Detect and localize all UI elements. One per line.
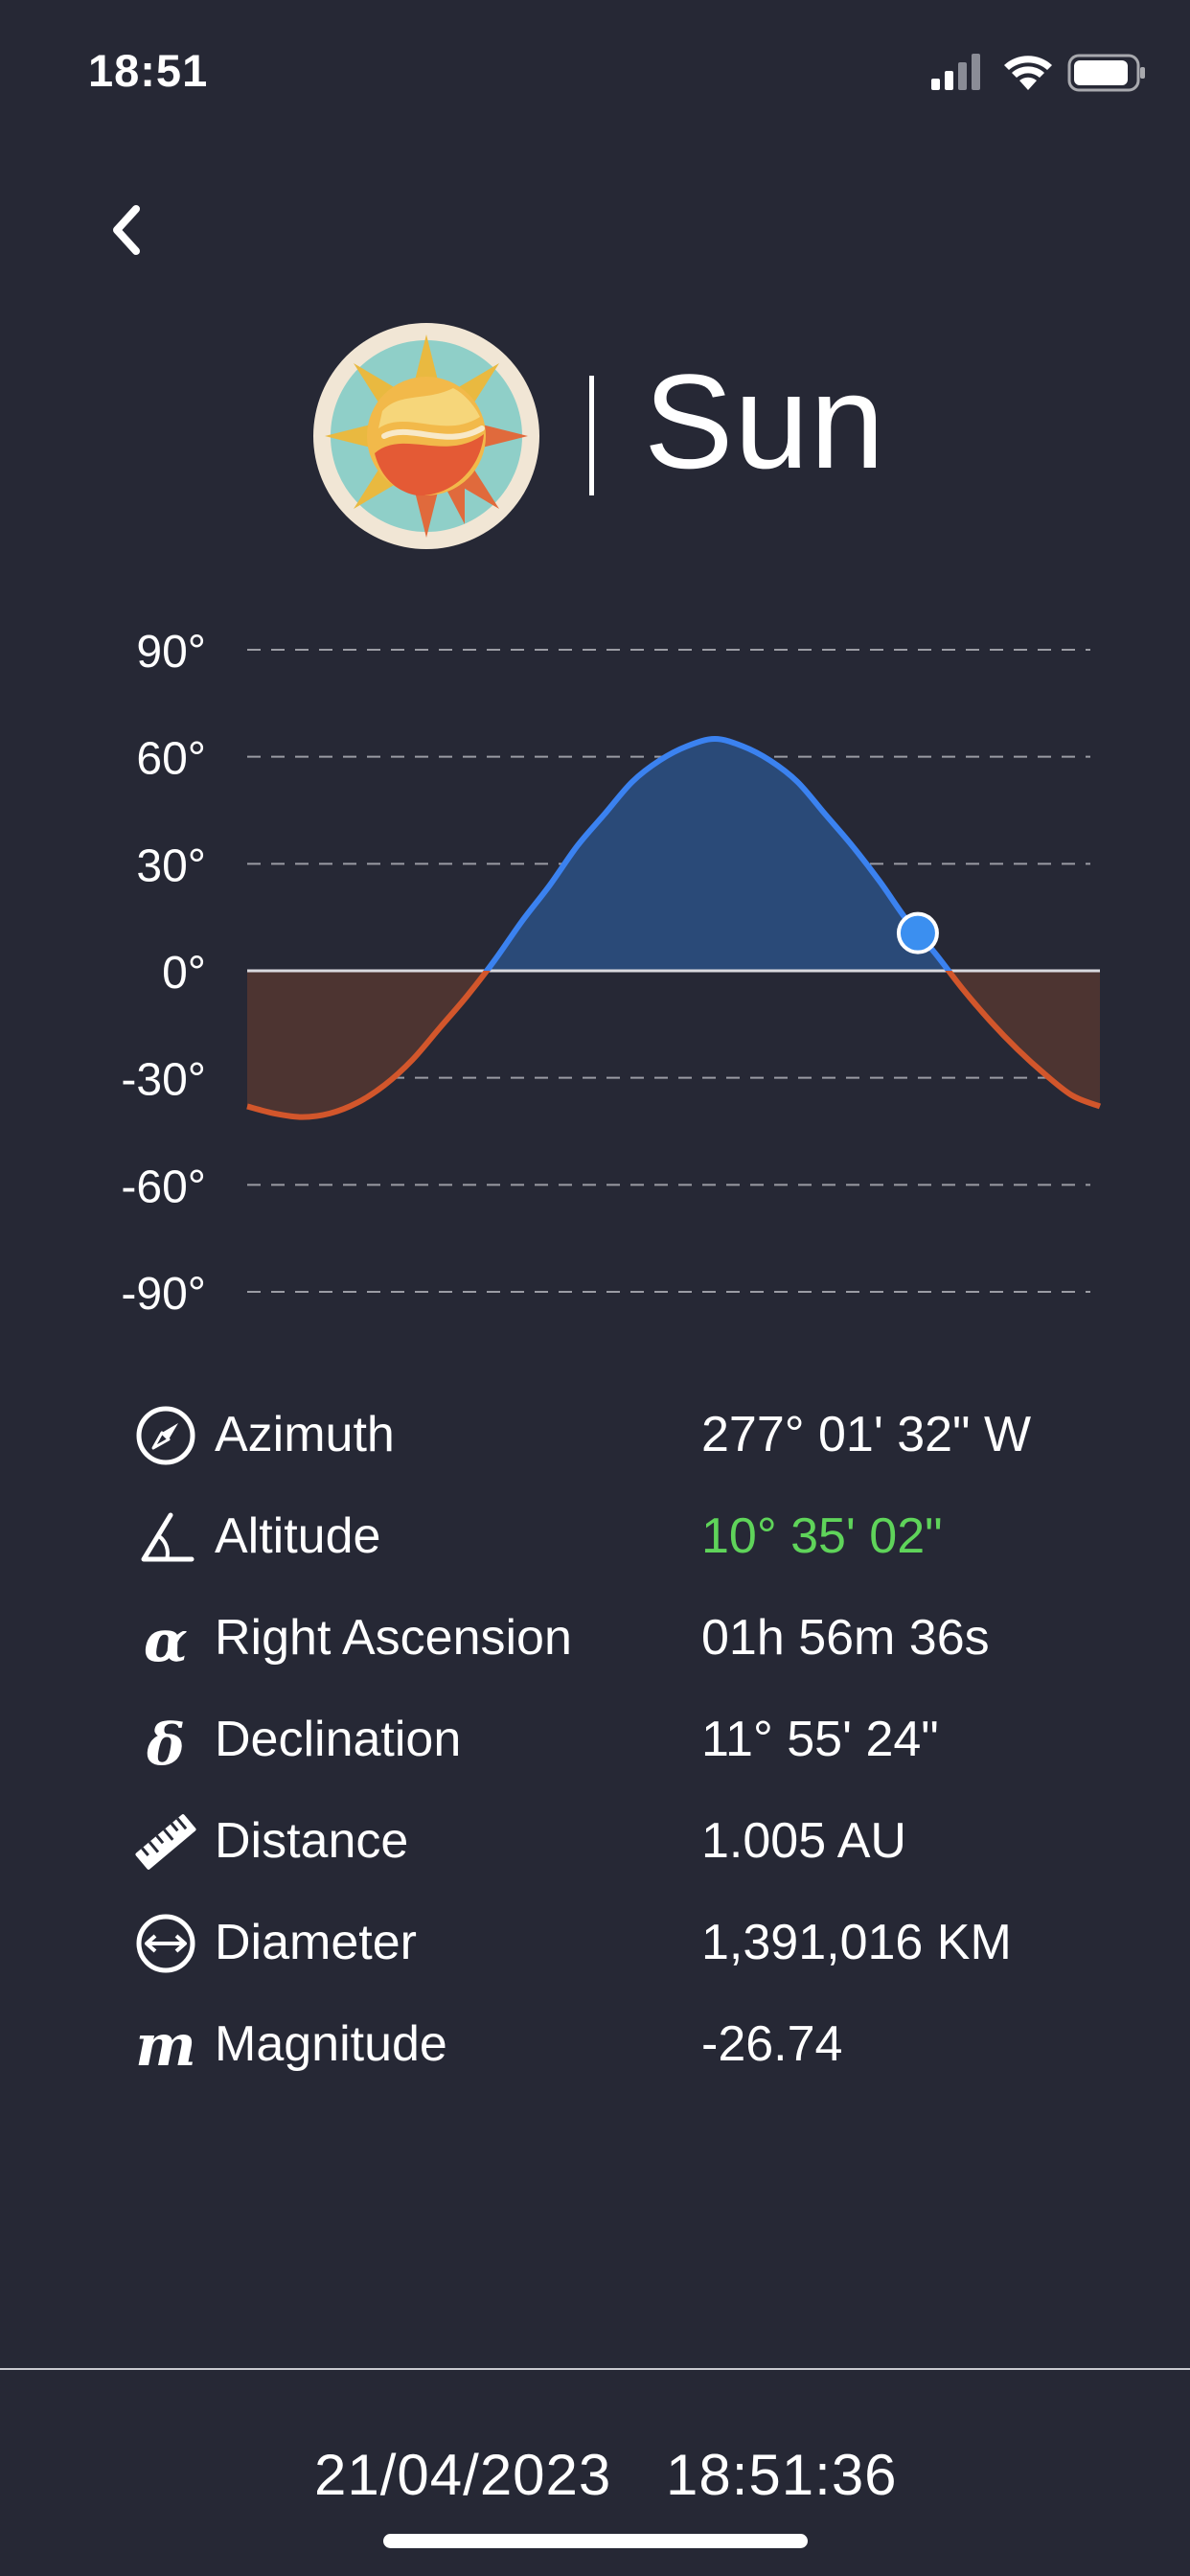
area-below-horizon: [247, 971, 1100, 1117]
battery-icon: [1067, 54, 1145, 92]
info-value: 277° 01' 32" W: [701, 1407, 1032, 1462]
angle-icon: [132, 1506, 199, 1569]
info-label: Azimuth: [215, 1407, 395, 1462]
info-label: Diameter: [215, 1915, 417, 1970]
info-row-distance: Distance 1.005 AU: [0, 1791, 1190, 1893]
back-button[interactable]: [96, 192, 163, 268]
info-value: 1.005 AU: [701, 1813, 906, 1869]
info-row-right-ascension: α Right Ascension 01h 56m 36s: [0, 1588, 1190, 1690]
footer-date: 21/04/2023: [314, 2443, 612, 2507]
delta-icon: δ: [132, 1709, 199, 1779]
info-label: Right Ascension: [215, 1610, 572, 1666]
y-tick-label: -30°: [121, 1055, 206, 1106]
svg-text:δ: δ: [146, 1712, 185, 1772]
info-label: Magnitude: [215, 2016, 447, 2072]
y-tick-label: 90°: [136, 627, 206, 678]
ruler-icon: [132, 1810, 199, 1874]
status-bar: 18:51: [0, 0, 1190, 144]
chevron-left-icon: [113, 205, 140, 255]
altitude-chart: 90° 60° 30° 0° -30° -60° -90°: [0, 604, 1190, 1313]
footer-time: 18:51:36: [666, 2443, 898, 2507]
info-row-magnitude: m Magnitude -26.74: [0, 1994, 1190, 2096]
info-row-azimuth: Azimuth 277° 01' 32" W: [0, 1385, 1190, 1486]
status-icons: [927, 50, 1148, 98]
compass-icon: [132, 1404, 199, 1467]
info-row-diameter: Diameter 1,391,016 KM: [0, 1893, 1190, 1994]
area-above-horizon: [247, 739, 1100, 971]
wifi-icon: [1004, 56, 1052, 90]
y-tick-label: -60°: [121, 1162, 206, 1212]
svg-text:m: m: [135, 2013, 196, 2077]
y-tick-label: 0°: [162, 948, 206, 999]
y-tick-label: 30°: [136, 840, 206, 891]
altitude-line-below: [246, 971, 1102, 1120]
info-value: 01h 56m 36s: [701, 1610, 990, 1666]
header: Sun: [0, 316, 1190, 556]
cellular-signal-icon: [931, 54, 980, 90]
home-indicator[interactable]: [383, 2534, 808, 2548]
sun-logo-icon: [311, 321, 541, 551]
diameter-icon: [132, 1912, 199, 1975]
svg-text:α: α: [144, 1608, 188, 1670]
info-label: Altitude: [215, 1508, 381, 1564]
y-tick-label: -90°: [121, 1269, 206, 1313]
y-tick-label: 60°: [136, 734, 206, 785]
info-value: 10° 35' 02": [701, 1508, 943, 1564]
header-divider: [589, 376, 594, 495]
info-row-declination: δ Declination 11° 55' 24": [0, 1690, 1190, 1791]
altitude-chart-svg: 90° 60° 30° 0° -30° -60° -90°: [121, 627, 1102, 1313]
page-title: Sun: [644, 346, 886, 496]
info-label: Declination: [215, 1712, 462, 1767]
bottom-divider: [0, 2368, 1190, 2370]
altitude-line-above: [483, 736, 952, 971]
info-value: -26.74: [701, 2016, 843, 2072]
current-position-marker: [896, 911, 939, 954]
alpha-icon: α: [132, 1607, 199, 1675]
info-value: 11° 55' 24": [701, 1712, 939, 1767]
info-row-altitude: Altitude 10° 35' 02": [0, 1486, 1190, 1588]
status-time: 18:51: [88, 45, 209, 96]
magnitude-icon: m: [132, 2012, 199, 2080]
info-value: 1,391,016 KM: [701, 1915, 1012, 1970]
info-label: Distance: [215, 1813, 409, 1869]
